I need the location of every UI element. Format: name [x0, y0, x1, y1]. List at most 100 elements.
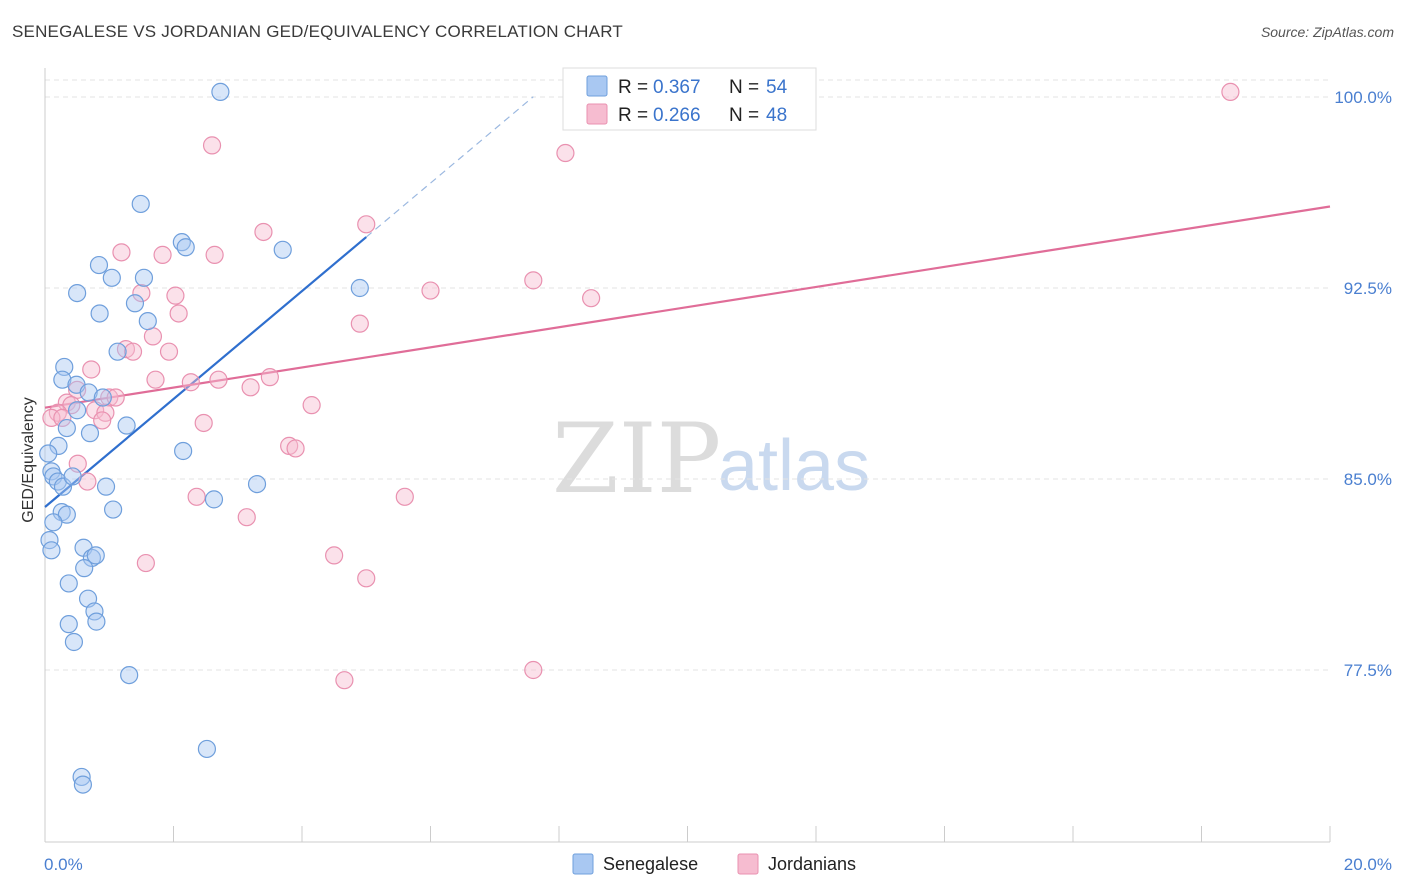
jordanian-point-24 [241, 378, 260, 397]
senegalese-point-39 [42, 541, 61, 560]
y-tick-label-0: 77.5% [1344, 661, 1392, 680]
jordanian-point-46 [136, 553, 155, 573]
senegalese-point-42 [86, 546, 105, 565]
senegalese-point-32 [247, 474, 267, 494]
legend-swatch-jordanian [586, 103, 608, 125]
y-axis-label: GED/Equivalency [20, 397, 37, 522]
legend-n-label-jordanian: N = [729, 105, 759, 126]
senegalese-point-15 [53, 370, 72, 389]
jordanian-point-34 [42, 408, 61, 427]
jordanian-point-11 [524, 271, 543, 290]
senegalese-point-4 [273, 240, 292, 259]
jordanian-point-19 [82, 360, 101, 379]
jordanian-point-22 [209, 370, 228, 389]
jordanian-point-18 [159, 342, 179, 361]
jordanian-point-2 [556, 143, 575, 163]
jordanian-point-3 [254, 222, 273, 242]
watermark-atlas: atlas [718, 426, 870, 506]
jordanian-point-13 [169, 304, 188, 323]
jordanian-point-7 [205, 245, 224, 264]
jordanian-point-44 [237, 508, 256, 527]
x-tick-label-0: 0.0% [44, 855, 83, 874]
legend-r-value-jordanian: 0.266 [653, 105, 701, 126]
jordanian-point-43 [395, 487, 414, 506]
senegalese-points [39, 82, 369, 794]
senegalese-point-21 [80, 424, 100, 443]
trend-lines [44, 96, 1331, 508]
senegalese-point-33 [204, 490, 224, 509]
legend-r-label-jordanian: R = [618, 105, 648, 126]
y-tick-label-2: 92.5% [1344, 279, 1392, 298]
senegalese-point-30 [63, 467, 82, 486]
senegalese-point-19 [68, 401, 87, 420]
jordanian-point-36 [93, 411, 112, 430]
senegalese-point-37 [44, 513, 63, 532]
jordanian-point-37 [194, 413, 213, 433]
jordanian-point-5 [112, 243, 131, 262]
watermark-zip: ZIP [552, 403, 721, 515]
senegalese-trend-extension [365, 96, 534, 238]
gridlines [45, 79, 1330, 671]
senegalese-point-9 [350, 278, 369, 298]
senegalese-point-11 [90, 304, 109, 323]
axes [44, 68, 1331, 843]
senegalese-point-6 [102, 268, 121, 287]
legend-n-value-senegalese: 54 [766, 77, 788, 98]
jordanian-point-30 [62, 396, 81, 415]
senegalese-point-47 [87, 612, 106, 631]
y-tick-label-1: 85.0% [1344, 470, 1392, 489]
senegalese-point-23 [49, 436, 68, 455]
senegalese-point-17 [79, 383, 98, 402]
jordanian-point-1 [202, 136, 222, 155]
legend-r-value-senegalese: 0.367 [653, 77, 701, 98]
y-tick-label-3: 100.0% [1334, 88, 1392, 107]
legend-r-label-senegalese: R = [618, 77, 648, 98]
jordanian-point-39 [286, 439, 305, 458]
senegalese-point-50 [120, 665, 139, 685]
senegalese-point-7 [134, 268, 154, 287]
tick-labels: 77.5% 85.0% 92.5% 100.0% 0.0% 20.0% [44, 88, 1392, 874]
senegalese-point-10 [125, 294, 145, 313]
senegalese-trend-line [44, 236, 367, 508]
senegalese-point-18 [93, 388, 112, 407]
senegalese-point-12 [138, 312, 157, 331]
jordanian-point-20 [146, 370, 165, 389]
jordanian-point-9 [166, 286, 185, 305]
jordanian-point-42 [187, 487, 206, 506]
senegalese-point-44 [59, 574, 78, 593]
senegalese-point-31 [96, 477, 116, 496]
senegalese-point-3 [176, 238, 195, 257]
jordanian-point-45 [325, 546, 344, 565]
jordanian-point-15 [143, 327, 163, 346]
senegalese-point-1 [131, 194, 150, 214]
bottom-legend-label-senegalese: Senegalese [603, 854, 698, 874]
series-legend: Senegalese Jordanians [572, 853, 856, 875]
senegalese-point-25 [174, 441, 193, 461]
senegalese-point-24 [39, 444, 58, 463]
jordanian-point-14 [350, 314, 369, 333]
senegalese-point-48 [59, 615, 78, 634]
senegalese-point-22 [117, 416, 136, 435]
jordanian-point-23 [260, 368, 279, 387]
senegalese-point-36 [57, 505, 76, 524]
bottom-legend-swatch-senegalese [572, 853, 594, 875]
senegalese-point-13 [108, 342, 127, 361]
jordanian-point-17 [123, 342, 143, 361]
jordanian-points [42, 82, 1240, 690]
jordanian-trend-line [44, 205, 1331, 409]
jordanian-point-26 [100, 388, 119, 407]
senegalese-point-49 [64, 632, 84, 652]
senegalese-point-43 [75, 559, 94, 578]
source-label: Source: ZipAtlas.com [1260, 24, 1394, 40]
jordanian-point-49 [524, 660, 543, 680]
jordanian-point-28 [302, 396, 321, 415]
jordanian-point-27 [106, 388, 125, 407]
jordanian-point-21 [181, 373, 200, 392]
senegalese-point-51 [197, 739, 217, 759]
senegalese-point-53 [73, 775, 93, 794]
senegalese-point-0 [211, 82, 230, 102]
x-tick-label-1: 20.0% [1344, 855, 1392, 874]
stats-legend: R = 0.367 N = 54 R = 0.266 N = 48 [562, 67, 817, 131]
jordanian-point-12 [582, 289, 601, 308]
